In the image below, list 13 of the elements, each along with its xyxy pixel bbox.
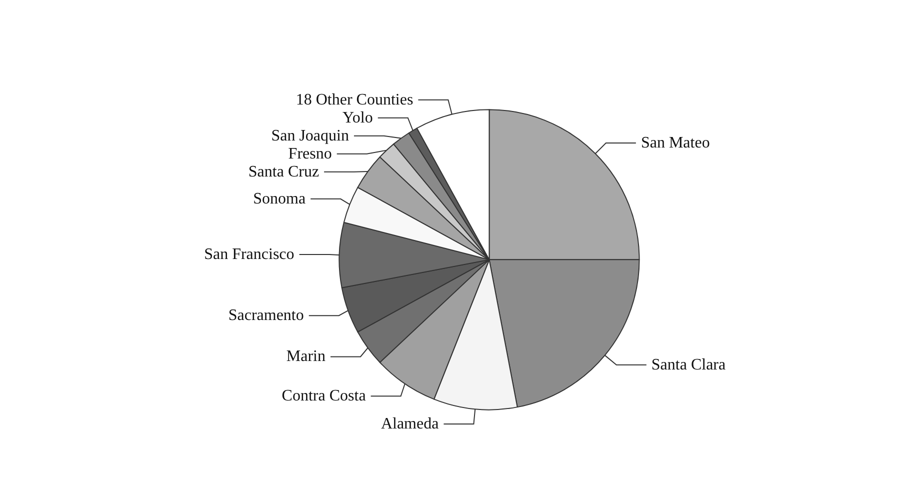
slice-label: San Joaquin bbox=[271, 127, 349, 144]
slice-label: Santa Clara bbox=[651, 356, 726, 374]
slice-label: Sonoma bbox=[253, 190, 306, 208]
slice-label: San Mateo bbox=[640, 134, 710, 152]
slice-label: Sacramento bbox=[228, 307, 304, 324]
slice-label: 18 Other Counties bbox=[296, 91, 414, 108]
slice-label: Marin bbox=[286, 348, 326, 366]
slice-label: San Francisco bbox=[204, 246, 294, 263]
slice-label: Yolo bbox=[342, 109, 373, 126]
slice-label: Alameda bbox=[380, 415, 439, 432]
slice-label: Contra Costa bbox=[282, 388, 366, 405]
slice-label: Fresno bbox=[288, 145, 332, 162]
slice-label: Santa Cruz bbox=[248, 163, 320, 180]
